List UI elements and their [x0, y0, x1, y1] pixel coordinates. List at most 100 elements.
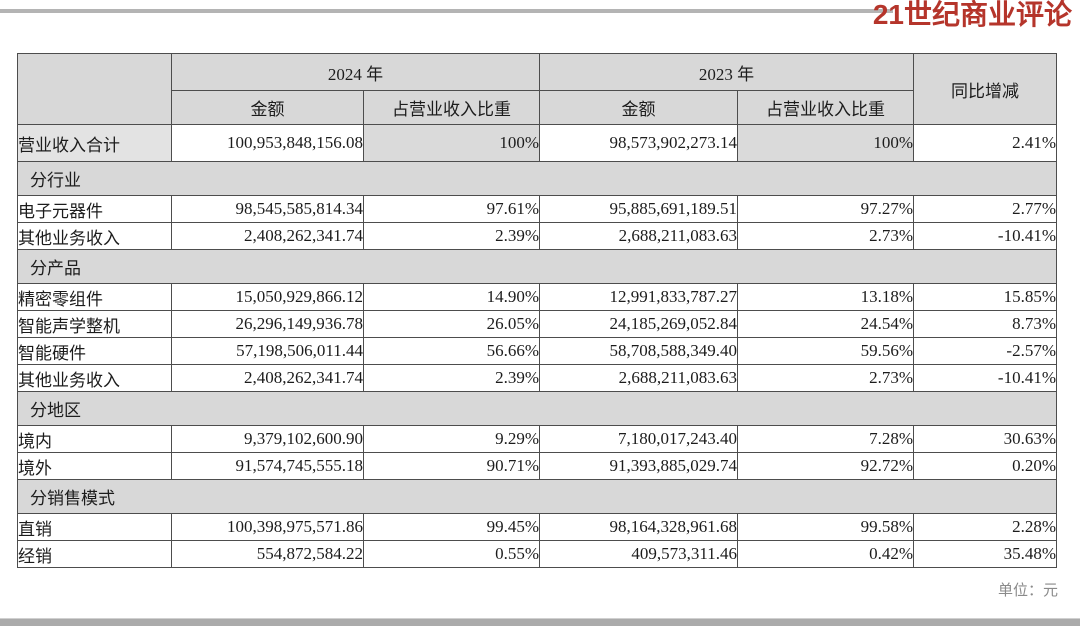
table-row: 经销 554,872,584.22 0.55% 409,573,311.46 0.42%… — [17, 540, 1057, 568]
row-label: 精密零组件 — [17, 283, 172, 311]
row-label: 境内 — [17, 425, 172, 453]
header-share-2024: 占营业收入比重 — [363, 90, 540, 125]
amount-2023: 98,164,328,961.68 — [539, 513, 738, 541]
share-2023: 2.73% — [737, 222, 914, 250]
logo-21cbr: 21世纪商业评论 — [872, 0, 1072, 30]
table-row: 营业收入合计 100,953,848,156.08 100% 98,573,902,2… — [17, 124, 1057, 162]
table-row: 境外 91,574,745,555.18 90.71% 91,393,885,029.… — [17, 452, 1057, 480]
yoy-value: 35.48% — [913, 540, 1057, 568]
table-header: 2024 年 2023 年 同比增减 金额 占营业收入比重 金额 占营业收入比重 — [17, 53, 1057, 125]
yoy-value: 30.63% — [913, 425, 1057, 453]
share-2024: 9.29% — [363, 425, 540, 453]
table-row: 智能硬件 57,198,506,011.44 56.66% 58,708,588,34… — [17, 337, 1057, 365]
share-2023: 100% — [737, 124, 914, 162]
section-label: 分地区 — [17, 391, 1057, 426]
row-label: 智能声学整机 — [17, 310, 172, 338]
yoy-value: 2.77% — [913, 195, 1057, 223]
share-2024: 0.55% — [363, 540, 540, 568]
header-amount-2023: 金额 — [539, 90, 738, 125]
amount-2024: 9,379,102,600.90 — [171, 425, 364, 453]
table-row: 直销 100,398,975,571.86 99.45% 98,164,328,961… — [17, 513, 1057, 541]
share-2023: 59.56% — [737, 337, 914, 365]
section-label: 分销售模式 — [17, 479, 1057, 514]
revenue-table: 2024 年 2023 年 同比增减 金额 占营业收入比重 金额 占营业收入比重… — [17, 53, 1057, 568]
header-share-2023: 占营业收入比重 — [737, 90, 914, 125]
amount-2023: 98,573,902,273.14 — [539, 124, 738, 162]
amount-2023: 7,180,017,243.40 — [539, 425, 738, 453]
yoy-value: -10.41% — [913, 222, 1057, 250]
row-label: 智能硬件 — [17, 337, 172, 365]
header-amount-2024: 金额 — [171, 90, 364, 125]
amount-2024: 98,545,585,814.34 — [171, 195, 364, 223]
row-label: 其他业务收入 — [17, 222, 172, 250]
section-label: 分行业 — [17, 161, 1057, 196]
unit-label: 单位：元 — [997, 582, 1058, 599]
section-row: 分产品 — [17, 249, 1057, 284]
amount-2023: 409,573,311.46 — [539, 540, 738, 568]
header-yoy: 同比增减 — [913, 53, 1057, 125]
share-2023: 13.18% — [737, 283, 914, 311]
yoy-value: 8.73% — [913, 310, 1057, 338]
share-2024: 99.45% — [363, 513, 540, 541]
yoy-value: 0.20% — [913, 452, 1057, 480]
share-2023: 99.58% — [737, 513, 914, 541]
share-2024: 2.39% — [363, 222, 540, 250]
yoy-value: 2.41% — [913, 124, 1057, 162]
table-body: 营业收入合计 100,953,848,156.08 100% 98,573,902,2… — [17, 124, 1057, 568]
table-row: 智能声学整机 26,296,149,936.78 26.05% 24,185,269,… — [17, 310, 1057, 338]
amount-2023: 91,393,885,029.74 — [539, 452, 738, 480]
section-row: 分行业 — [17, 161, 1057, 196]
share-2024: 2.39% — [363, 364, 540, 392]
amount-2024: 57,198,506,011.44 — [171, 337, 364, 365]
row-label: 经销 — [17, 540, 172, 568]
row-label: 境外 — [17, 452, 172, 480]
top-divider — [0, 9, 893, 13]
share-2023: 92.72% — [737, 452, 914, 480]
amount-2024: 26,296,149,936.78 — [171, 310, 364, 338]
share-2024: 26.05% — [363, 310, 540, 338]
header-year-row: 2024 年 2023 年 同比增减 — [17, 53, 1057, 125]
share-2024: 14.90% — [363, 283, 540, 311]
header-sub-row: 金额 占营业收入比重 金额 占营业收入比重 — [18, 90, 1057, 125]
amount-2024: 2,408,262,341.74 — [171, 222, 364, 250]
amount-2023: 2,688,211,083.63 — [539, 364, 738, 392]
table-row: 精密零组件 15,050,929,866.12 14.90% 12,991,833,7… — [17, 283, 1057, 311]
table-row: 境内 9,379,102,600.90 9.29% 7,180,017,243.40 7… — [17, 425, 1057, 453]
share-2024: 100% — [363, 124, 540, 162]
amount-2024: 2,408,262,341.74 — [171, 364, 364, 392]
amount-2024: 554,872,584.22 — [171, 540, 364, 568]
yoy-value: -2.57% — [913, 337, 1057, 365]
yoy-value: 2.28% — [913, 513, 1057, 541]
amount-2024: 100,953,848,156.08 — [171, 124, 364, 162]
table-row: 电子元器件 98,545,585,814.34 97.61% 95,885,691,1… — [17, 195, 1057, 223]
header-year-2023: 2023 年 — [539, 53, 914, 91]
section-label: 分产品 — [17, 249, 1057, 284]
table-row: 其他业务收入 2,408,262,341.74 2.39% 2,688,211,083… — [17, 222, 1057, 250]
amount-2023: 12,991,833,787.27 — [539, 283, 738, 311]
bottom-divider — [0, 618, 1080, 626]
share-2024: 97.61% — [363, 195, 540, 223]
amount-2023: 24,185,269,052.84 — [539, 310, 738, 338]
row-label: 其他业务收入 — [17, 364, 172, 392]
share-2023: 97.27% — [737, 195, 914, 223]
amount-2023: 58,708,588,349.40 — [539, 337, 738, 365]
amount-2023: 95,885,691,189.51 — [539, 195, 738, 223]
share-2023: 7.28% — [737, 425, 914, 453]
table-row: 其他业务收入 2,408,262,341.74 2.39% 2,688,211,083… — [17, 364, 1057, 392]
share-2024: 90.71% — [363, 452, 540, 480]
yoy-value: 15.85% — [913, 283, 1057, 311]
amount-2024: 91,574,745,555.18 — [171, 452, 364, 480]
share-2024: 56.66% — [363, 337, 540, 365]
section-row: 分销售模式 — [17, 479, 1057, 514]
share-2023: 0.42% — [737, 540, 914, 568]
section-row: 分地区 — [17, 391, 1057, 426]
share-2023: 24.54% — [737, 310, 914, 338]
amount-2023: 2,688,211,083.63 — [539, 222, 738, 250]
row-label: 营业收入合计 — [17, 124, 172, 162]
share-2023: 2.73% — [737, 364, 914, 392]
amount-2024: 15,050,929,866.12 — [171, 283, 364, 311]
row-label: 直销 — [17, 513, 172, 541]
amount-2024: 100,398,975,571.86 — [171, 513, 364, 541]
yoy-value: -10.41% — [913, 364, 1057, 392]
header-blank — [17, 53, 172, 125]
